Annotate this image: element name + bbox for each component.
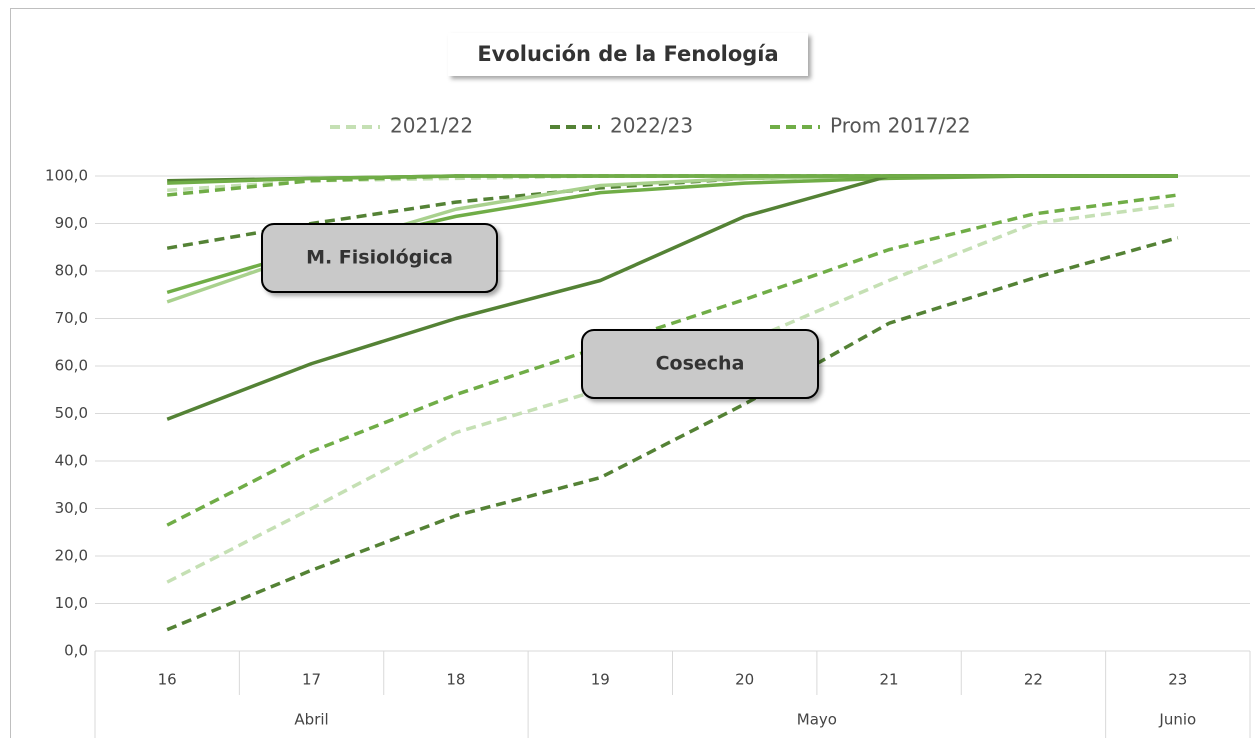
series-line [167, 174, 1178, 185]
legend-label: 2022/23 [610, 114, 693, 138]
y-tick-label: 90,0 [55, 214, 88, 232]
y-tick-label: 20,0 [55, 547, 88, 565]
y-tick-label: 70,0 [55, 309, 88, 327]
y-tick-label: 60,0 [55, 357, 88, 375]
series-line [166, 236, 1179, 632]
annotation-text: M. Fisiológica [306, 247, 453, 269]
annotation-box [261, 223, 498, 293]
x-tick-label: 20 [735, 671, 754, 689]
legend-label: 2021/22 [390, 114, 473, 138]
chart-title: Evolución de la Fenología [477, 42, 778, 66]
series-line [167, 174, 1178, 197]
y-tick-label: 30,0 [55, 499, 88, 517]
month-label: Junio [1158, 711, 1196, 729]
y-tick-label: 10,0 [55, 594, 88, 612]
legend-label: Prom 2017/22 [830, 114, 971, 138]
x-tick-label: 17 [302, 671, 321, 689]
month-label: Mayo [797, 711, 837, 729]
series-line [166, 193, 1179, 527]
month-label: Abril [294, 711, 328, 729]
annotation-text: Cosecha [656, 353, 745, 375]
y-tick-label: 50,0 [55, 404, 88, 422]
x-tick-label: 22 [1024, 671, 1043, 689]
y-tick-label: 40,0 [55, 452, 88, 470]
title-box [448, 33, 808, 76]
y-tick-label: 100,0 [45, 167, 88, 185]
x-tick-label: 16 [158, 671, 177, 689]
x-tick-label: 19 [591, 671, 610, 689]
x-tick-label: 18 [446, 671, 465, 689]
x-tick-label: 21 [880, 671, 899, 689]
x-tick-label: 23 [1168, 671, 1187, 689]
y-tick-label: 80,0 [55, 262, 88, 280]
y-tick-label: 0,0 [64, 642, 88, 660]
annotation-box [581, 329, 819, 399]
